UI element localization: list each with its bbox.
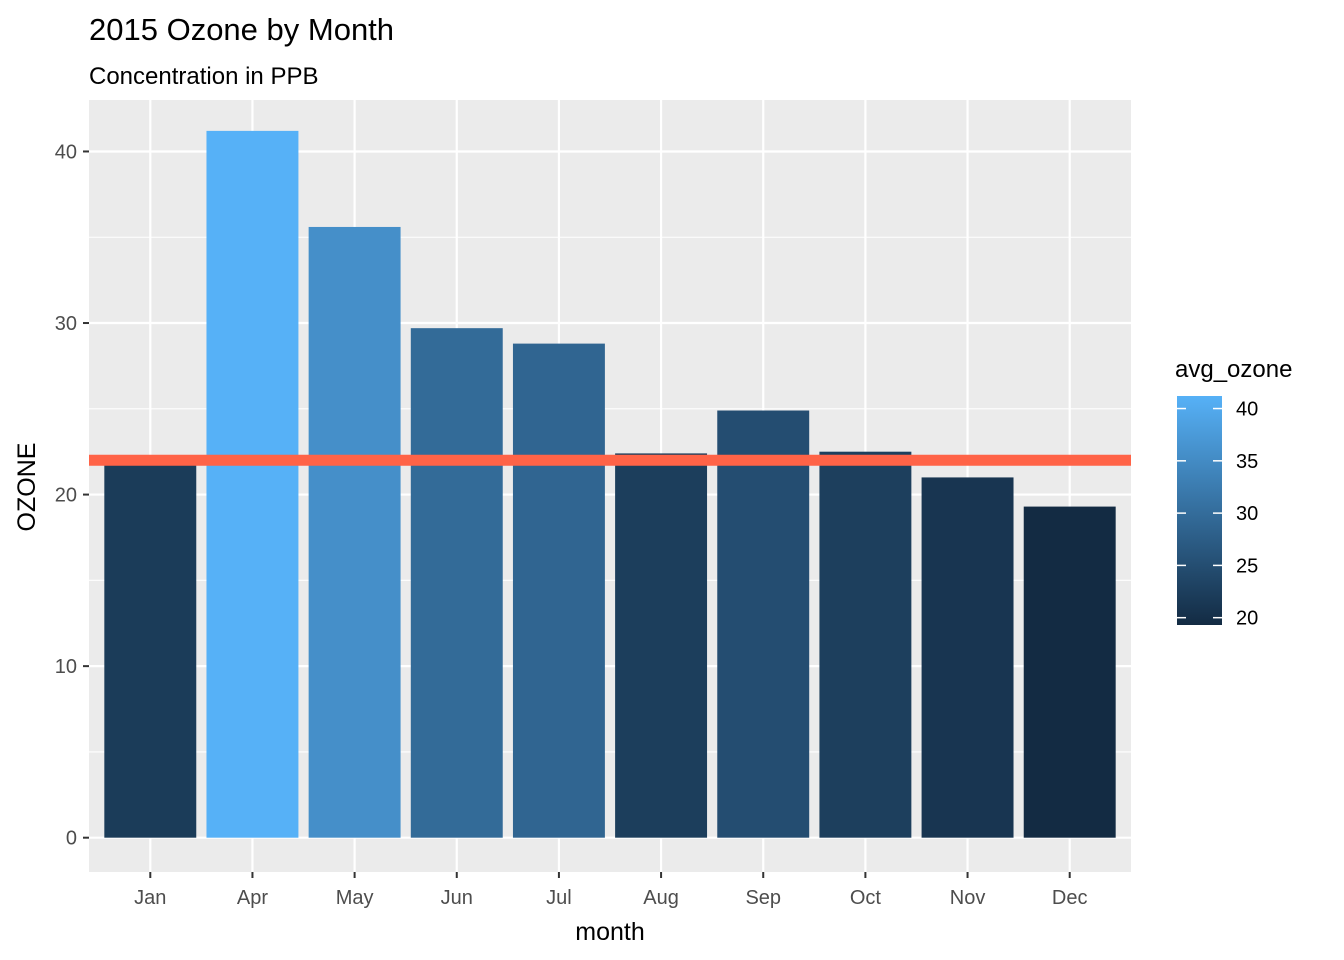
legend-title: avg_ozone [1175,356,1292,383]
legend-label: 35 [1236,451,1258,473]
y-tick-label: 0 [66,828,77,850]
x-tick-label: Aug [643,887,679,909]
legend-colorbar [1177,396,1222,625]
x-tick-label: Jan [134,887,166,909]
bar-nov [921,477,1014,838]
x-tick-label: Oct [850,887,882,909]
y-axis-title: OZONE [13,443,41,532]
y-tick-label: 10 [55,656,77,678]
x-tick-label: Sep [745,887,781,909]
bar-dec [1023,506,1116,838]
bar-oct [819,451,912,838]
legend-label: 20 [1236,608,1258,630]
x-tick-label: Jul [546,887,572,909]
bar-aug [615,453,708,838]
x-tick-label: Dec [1052,887,1088,909]
bar-jul [512,343,605,838]
y-tick-label: 30 [55,313,77,335]
legend-label: 40 [1236,399,1258,421]
legend-label: 25 [1236,555,1258,577]
x-axis: Jan Apr May Jun Jul Aug Sep Oct Nov Dec [134,872,1087,909]
legend-ticks: 20 25 30 35 40 [1177,399,1258,630]
bar-sep [717,410,810,838]
x-tick-label: Nov [950,887,986,909]
x-tick-label: Jun [441,887,473,909]
chart-title: 2015 Ozone by Month [89,12,394,47]
chart-subtitle: Concentration in PPB [89,63,318,90]
legend-label: 30 [1236,503,1258,525]
bar-apr [206,130,299,838]
y-axis: 0 10 20 30 40 [55,141,89,850]
x-tick-label: May [336,887,374,909]
x-tick-label: Apr [237,887,268,909]
y-tick-label: 20 [55,485,77,507]
bar-jun [410,328,503,838]
bars [104,130,1116,838]
bar-jan [104,460,197,838]
bar-may [308,226,401,838]
x-axis-title: month [575,918,644,946]
y-tick-label: 40 [55,141,77,163]
